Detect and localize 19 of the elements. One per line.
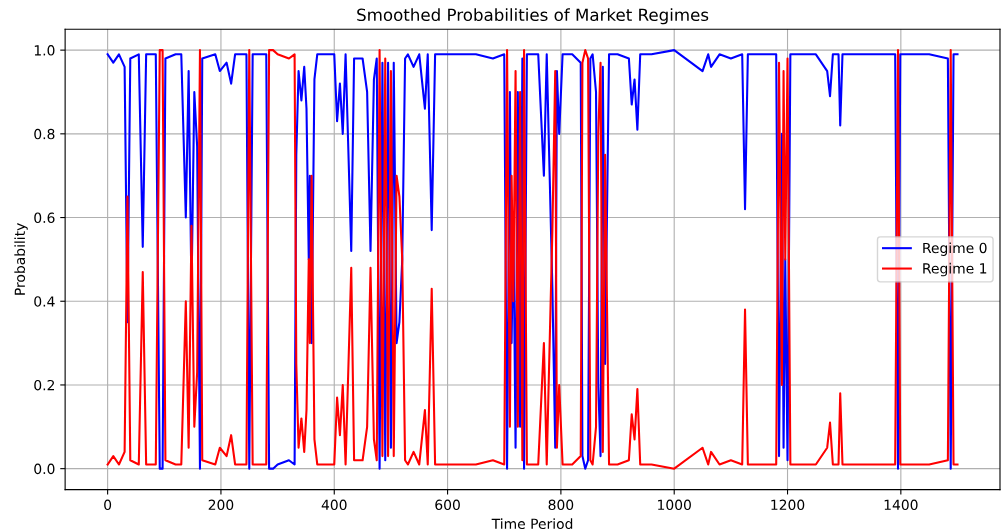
y-tick-label: 1.0 [34, 45, 55, 56]
x-tick-label: 1000 [658, 499, 691, 511]
y-tick-label: 0.4 [34, 296, 55, 307]
legend-label: Regime 0 [923, 242, 987, 256]
x-tick-label: 200 [208, 499, 234, 511]
y-axis-title: Probability [14, 223, 28, 295]
x-tick-label: 400 [321, 499, 347, 511]
y-tick-label: 0.8 [34, 128, 55, 140]
x-tick-label: 0 [104, 499, 112, 511]
x-tick-label: 800 [548, 499, 574, 511]
x-tick-label: 1400 [884, 499, 918, 511]
y-tick-label: 0.0 [34, 463, 55, 475]
x-tick-label: 1200 [771, 499, 805, 511]
y-tick-label: 0.2 [34, 379, 55, 391]
x-axis-title: Time Period [491, 518, 573, 530]
x-tick-label: 600 [435, 499, 460, 511]
chart-title: Smoothed Probabilities of Market Regimes [357, 8, 709, 25]
y-tick-label: 0.6 [34, 212, 55, 224]
legend-label: Regime 1 [923, 262, 987, 277]
